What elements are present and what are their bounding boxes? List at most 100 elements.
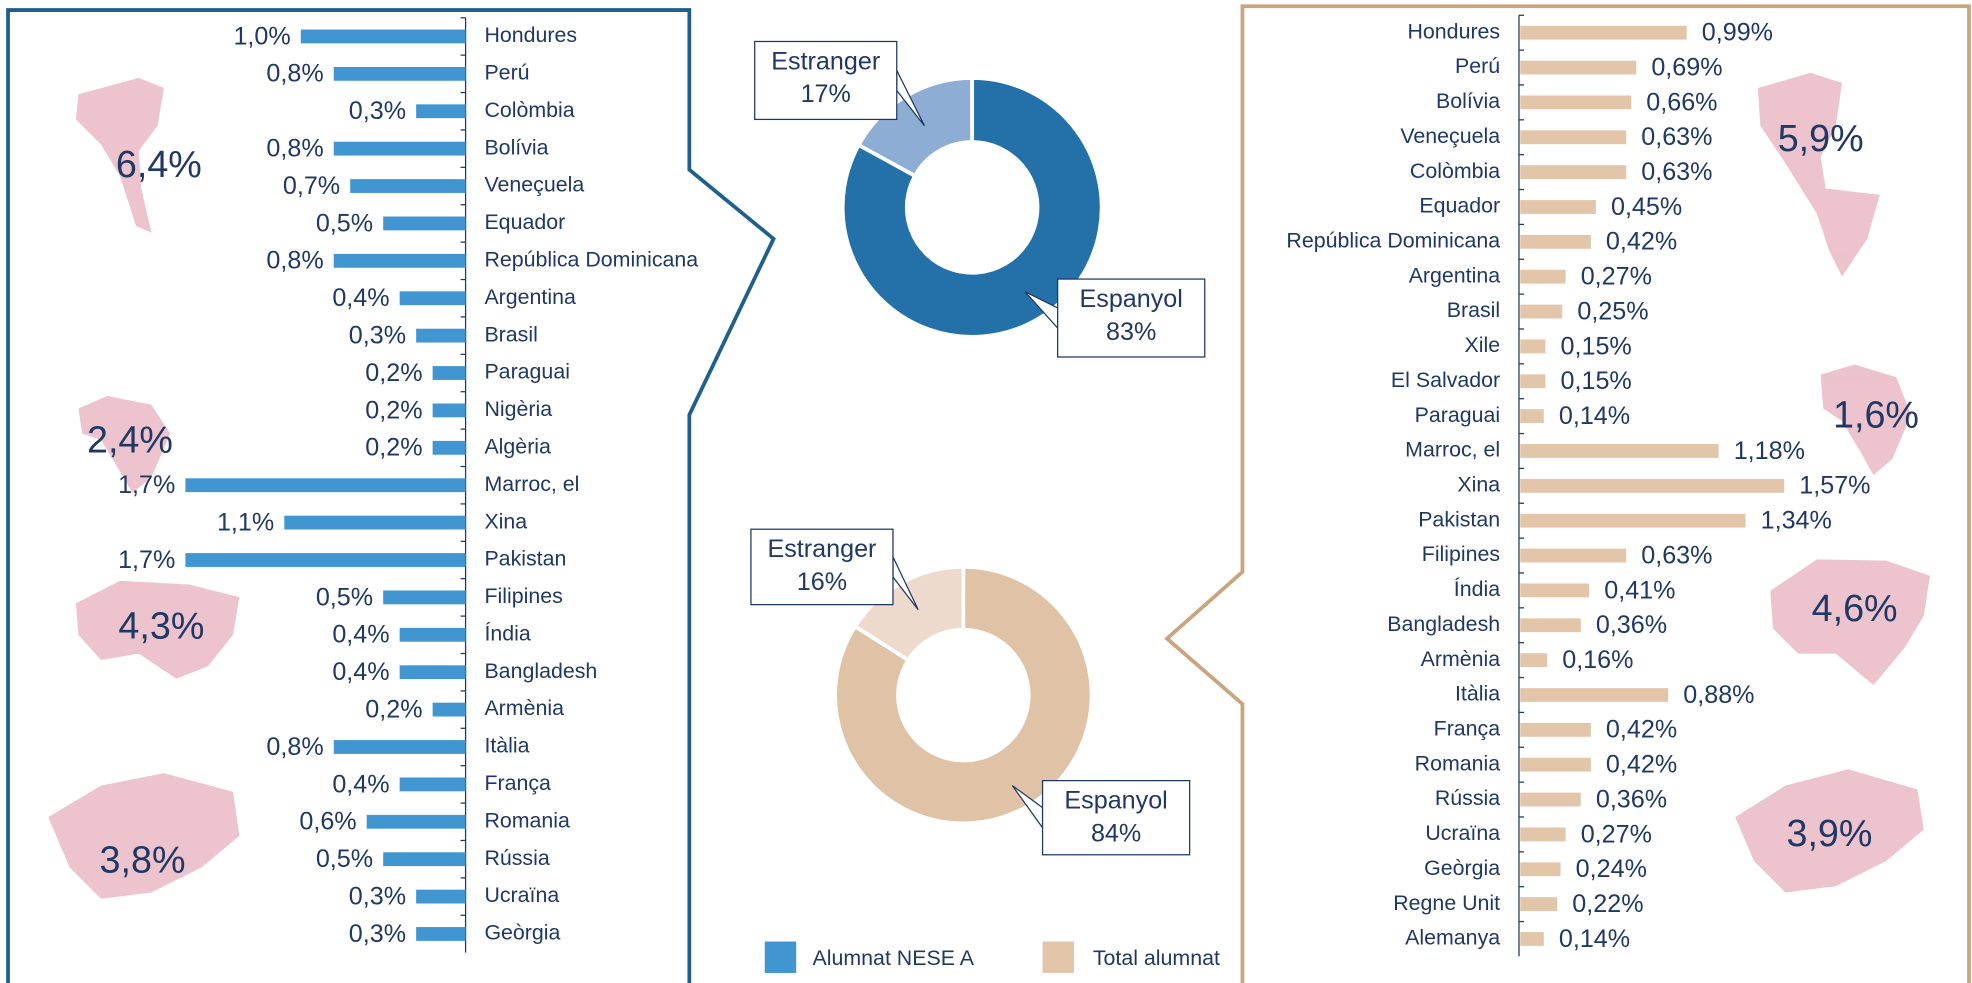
region-share: 1,6% [1833,393,1919,435]
callout-name: Estranger [771,47,880,75]
category-label: Itàlia [1455,682,1500,706]
category-label: Bangladesh [484,659,597,683]
bar-value-label: 0,15% [1561,367,1632,395]
region-share: 3,8% [100,838,186,880]
bar-value-label: 0,22% [1572,890,1643,918]
bar-value-label: 1,7% [118,471,175,499]
bar-value-label: 0,14% [1559,925,1630,953]
map-africa [78,395,171,493]
bar [185,478,466,493]
callout-value: 84% [1091,819,1141,847]
bar-value-label: 1,57% [1799,472,1870,500]
category-label: Romania [1415,751,1501,775]
map-americas-right [1757,72,1880,277]
bar [1520,60,1637,75]
bar-value-label: 0,63% [1641,158,1712,186]
bar [1520,165,1627,180]
bar [1520,862,1561,877]
bar [333,253,466,268]
legend-label: Alumnat NESE A [813,946,975,970]
bar-value-label: 0,99% [1702,19,1773,47]
region-share: 5,9% [1778,117,1864,159]
bar-value-label: 0,3% [349,97,406,125]
category-label: Bolívia [1436,89,1500,113]
bar [1520,653,1548,668]
bar [416,889,466,904]
bar [1520,234,1591,249]
bar [416,104,466,119]
bar [432,440,466,455]
bar-value-label: 0,14% [1559,402,1630,430]
map-africa-right [1820,364,1912,476]
bar [383,852,466,867]
category-label: Colòmbia [484,98,574,122]
bar [1520,827,1566,842]
category-label: Bolívia [484,135,548,159]
bar-value-label: 0,8% [266,135,323,163]
category-label: El Salvador [1391,368,1500,392]
category-label: Pakistan [1418,507,1500,531]
bar [1520,932,1544,946]
bar [383,590,466,605]
bar [333,66,466,81]
bar-value-label: 0,5% [316,845,373,873]
category-label: França [1434,716,1501,740]
bar [1520,583,1590,598]
category-label: Brasil [484,322,537,346]
callout-box [1057,278,1206,358]
bar-value-label: 0,36% [1596,785,1667,813]
category-label: Xina [1457,472,1500,496]
bar [1520,548,1627,563]
bar-value-label: 0,41% [1604,576,1675,604]
bar [1520,618,1581,633]
bar-value-label: 0,24% [1576,855,1647,883]
category-label: Equador [1419,194,1500,218]
bar-value-label: 1,34% [1761,507,1832,535]
category-label: Nigèria [484,397,552,421]
bar-value-label: 0,8% [266,247,323,275]
bar [300,29,466,44]
bar [1520,130,1627,145]
legend-label: Total alumnat [1093,946,1220,970]
region-share: 4,6% [1812,587,1898,629]
bar [1520,513,1746,528]
bar-value-label: 0,15% [1561,332,1632,360]
bar-value-label: 0,8% [266,60,323,88]
category-label: Ucraïna [484,883,559,907]
bar-value-label: 0,42% [1606,716,1677,744]
category-label: Equador [484,210,565,234]
region-share: 6,4% [116,143,202,185]
category-label: Itàlia [484,734,529,758]
category-label: Perú [484,60,529,84]
bar-value-label: 0,2% [365,434,422,462]
bar [416,927,466,941]
bar [1520,722,1591,737]
bar-value-label: 0,42% [1606,751,1677,779]
bar [1520,757,1591,772]
bar-value-label: 0,69% [1651,53,1722,81]
category-label: Hondures [1408,19,1501,43]
category-label: Filipines [484,584,562,608]
category-label: República Dominicana [1286,228,1500,252]
category-label: República Dominicana [484,247,698,271]
callout-value: 16% [797,568,847,596]
bar [399,627,466,642]
category-label: Regne Unit [1393,891,1500,915]
bar [284,515,466,530]
category-label: Veneçuela [484,173,584,197]
bar [1520,339,1546,354]
legend-swatch [1042,941,1074,973]
bar-value-label: 0,5% [316,209,373,237]
category-label: Marroc, el [484,472,579,496]
bar [1520,478,1785,493]
bar-value-label: 1,1% [217,509,274,537]
bar [1520,304,1563,319]
bar-value-label: 0,3% [349,920,406,948]
bar-value-label: 0,4% [332,284,389,312]
right-panel-border [1164,4,1971,983]
category-label: Hondures [484,23,577,47]
category-label: Geòrgia [1424,856,1500,880]
category-label: Paraguai [1415,403,1501,427]
region-share: 4,3% [118,604,204,646]
